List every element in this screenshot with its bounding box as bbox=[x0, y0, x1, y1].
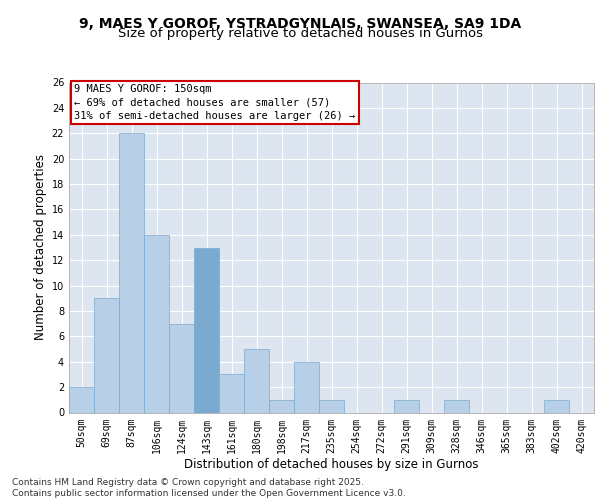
Bar bbox=[444, 400, 469, 412]
Bar bbox=[269, 400, 294, 412]
Bar bbox=[319, 400, 344, 412]
Bar bbox=[244, 349, 269, 412]
Text: Size of property relative to detached houses in Gurnos: Size of property relative to detached ho… bbox=[118, 28, 482, 40]
Text: 9 MAES Y GOROF: 150sqm
← 69% of detached houses are smaller (57)
31% of semi-det: 9 MAES Y GOROF: 150sqm ← 69% of detached… bbox=[74, 84, 355, 120]
Bar bbox=[394, 400, 419, 412]
Bar bbox=[544, 400, 569, 412]
Bar bbox=[169, 324, 194, 412]
Bar bbox=[69, 387, 94, 412]
Text: Contains HM Land Registry data © Crown copyright and database right 2025.
Contai: Contains HM Land Registry data © Crown c… bbox=[12, 478, 406, 498]
Bar bbox=[94, 298, 119, 412]
Bar bbox=[219, 374, 244, 412]
Bar bbox=[144, 235, 169, 412]
X-axis label: Distribution of detached houses by size in Gurnos: Distribution of detached houses by size … bbox=[184, 458, 479, 471]
Bar bbox=[294, 362, 319, 412]
Bar bbox=[119, 134, 144, 412]
Y-axis label: Number of detached properties: Number of detached properties bbox=[34, 154, 47, 340]
Bar bbox=[194, 248, 219, 412]
Text: 9, MAES Y GOROF, YSTRADGYNLAIS, SWANSEA, SA9 1DA: 9, MAES Y GOROF, YSTRADGYNLAIS, SWANSEA,… bbox=[79, 18, 521, 32]
